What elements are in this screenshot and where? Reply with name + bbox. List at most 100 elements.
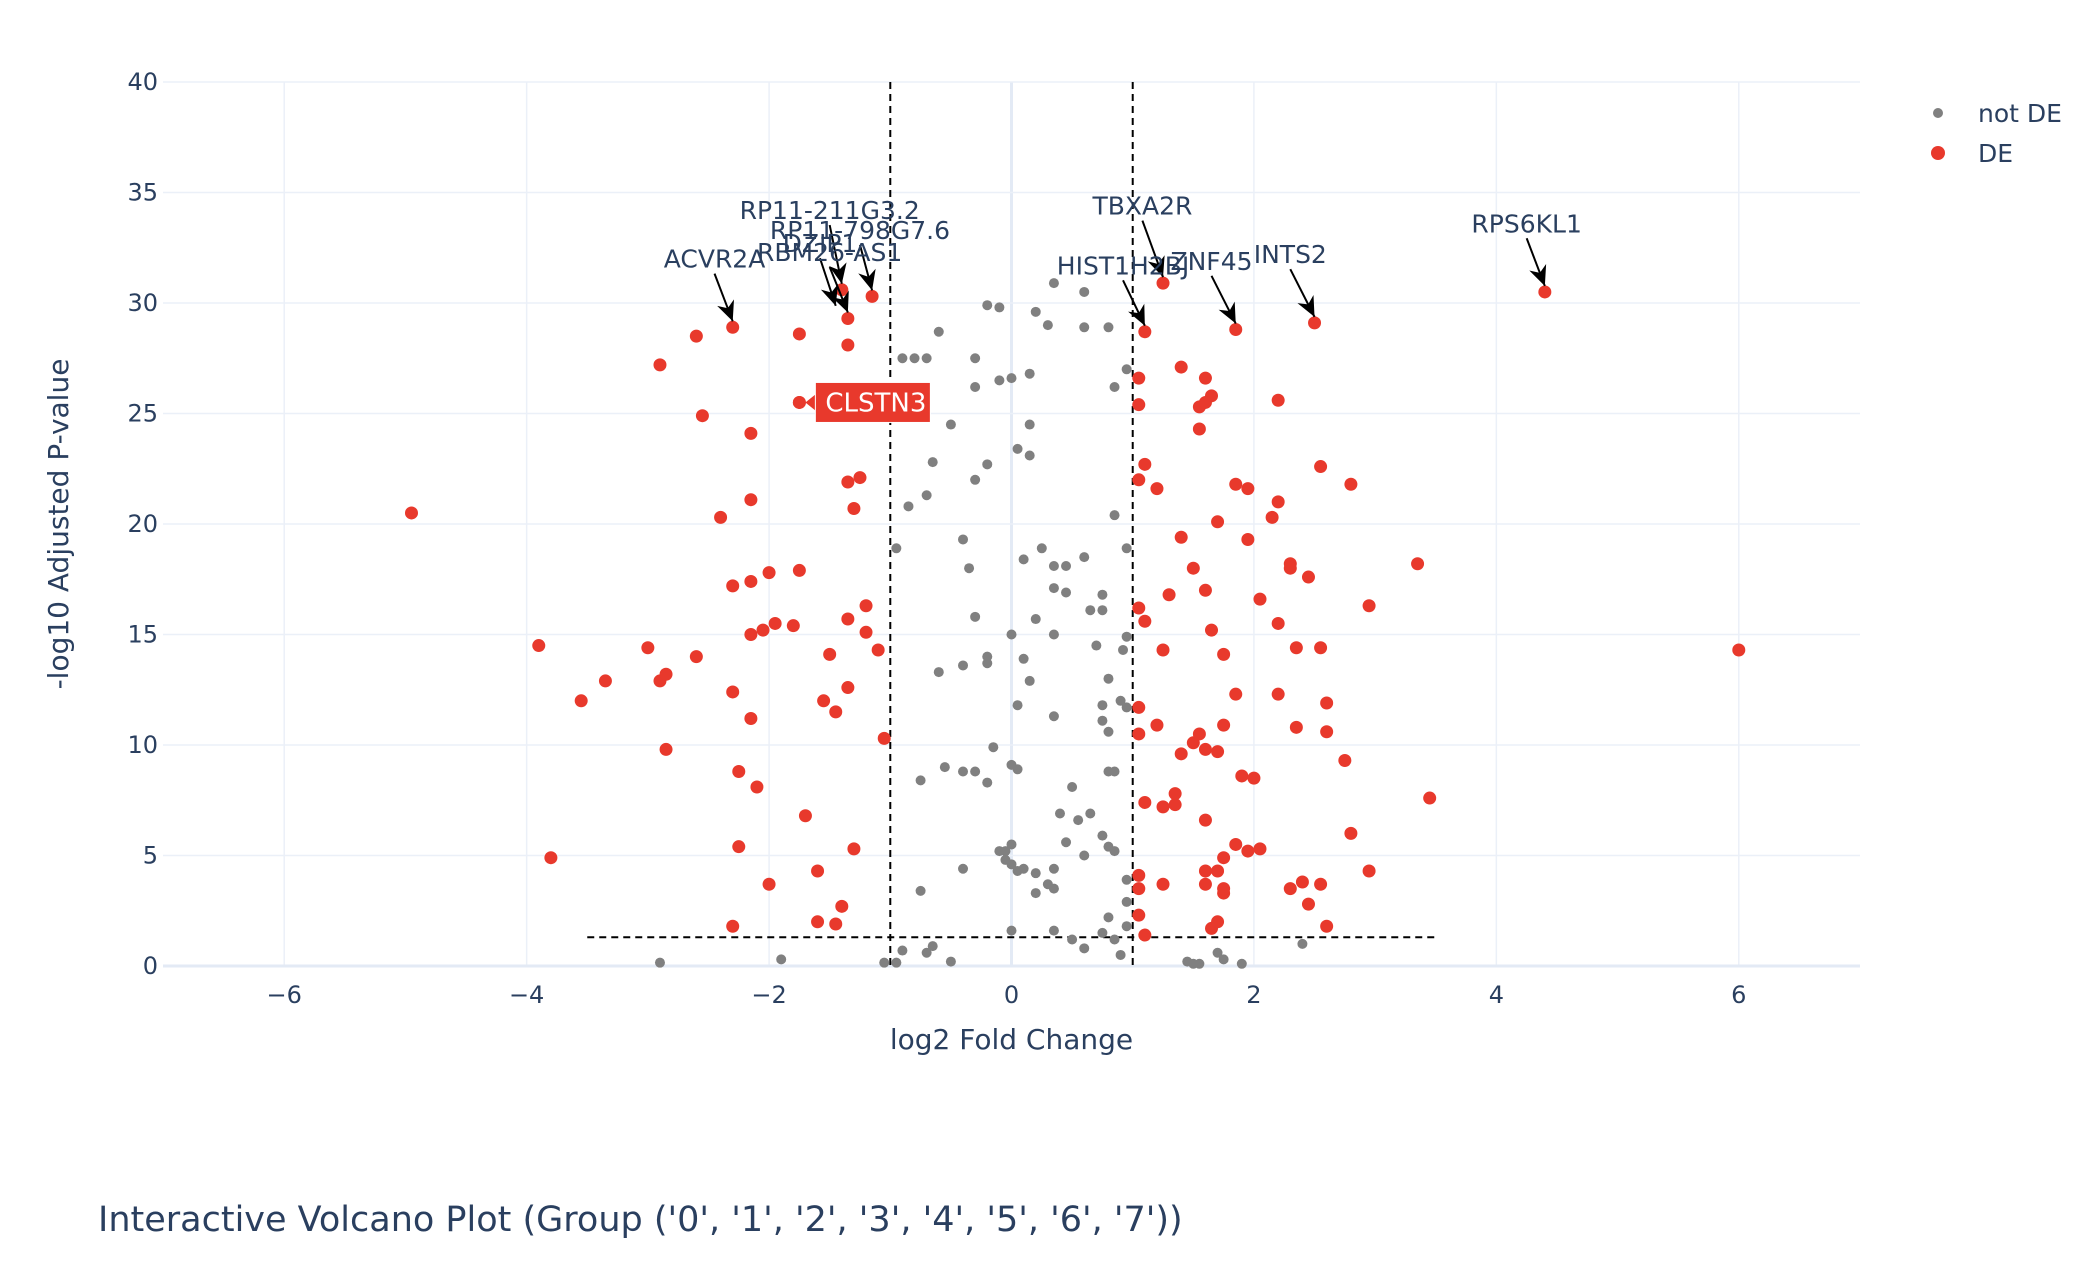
not-de-point bbox=[982, 459, 993, 470]
de-point bbox=[1132, 371, 1146, 385]
legend-marker bbox=[1933, 108, 1943, 118]
de-point bbox=[1156, 276, 1170, 290]
not-de-point bbox=[1048, 629, 1059, 640]
y-axis-title: -log10 Adjusted P-value bbox=[42, 359, 75, 690]
de-point bbox=[841, 475, 855, 489]
y-tick-label: 15 bbox=[127, 621, 158, 649]
hovered-point bbox=[792, 395, 806, 409]
de-point bbox=[841, 338, 855, 352]
not-de-point bbox=[939, 762, 950, 773]
annotation-arrowhead bbox=[858, 268, 876, 291]
not-de-point bbox=[958, 534, 969, 545]
de-point bbox=[1283, 561, 1297, 575]
de-point bbox=[1217, 882, 1231, 896]
not-de-point bbox=[994, 375, 1005, 386]
de-point bbox=[1211, 515, 1225, 529]
not-de-point bbox=[1115, 949, 1126, 960]
de-point bbox=[798, 809, 812, 823]
de-point bbox=[1362, 599, 1376, 613]
hover-text: CLSTN3 bbox=[825, 388, 926, 418]
de-point bbox=[762, 877, 776, 891]
de-point bbox=[829, 917, 843, 931]
annotation-label: HIST1H2BJ bbox=[1057, 251, 1189, 280]
de-point bbox=[1289, 641, 1303, 655]
not-de-point bbox=[654, 957, 665, 968]
de-point bbox=[744, 711, 758, 725]
not-de-point bbox=[1109, 846, 1120, 857]
not-de-point bbox=[982, 777, 993, 788]
de-point bbox=[695, 409, 709, 423]
not-de-point bbox=[988, 742, 999, 753]
de-point bbox=[1314, 460, 1328, 474]
not-de-point bbox=[1018, 554, 1029, 565]
not-de-point bbox=[1006, 839, 1017, 850]
gene-annotations: ACVR2A RP11-211G3.2RP11-798G7.6DZIP1RBM26… bbox=[664, 192, 1582, 327]
de-point bbox=[1538, 285, 1552, 299]
not-de-point bbox=[915, 775, 926, 786]
not-de-point bbox=[1103, 673, 1114, 684]
de-point bbox=[1411, 557, 1425, 571]
x-tick-label: −6 bbox=[267, 981, 302, 1009]
not-de-point bbox=[1079, 322, 1090, 333]
threshold-lines bbox=[587, 82, 1436, 966]
y-tick-label: 10 bbox=[127, 731, 158, 759]
not-de-point bbox=[1297, 938, 1308, 949]
de-point bbox=[877, 731, 891, 745]
de-point bbox=[1265, 510, 1279, 524]
annotation-label: ACVR2A bbox=[664, 245, 766, 274]
not-de-point bbox=[1030, 888, 1041, 899]
annotation-arrowhead bbox=[1128, 303, 1145, 326]
not-de-point bbox=[1109, 934, 1120, 945]
de-point bbox=[532, 639, 546, 653]
de-point bbox=[1205, 623, 1219, 637]
not-de-point bbox=[1121, 896, 1132, 907]
de-point bbox=[823, 647, 837, 661]
not-de-point bbox=[1000, 846, 1011, 857]
not-de-point bbox=[945, 419, 956, 430]
de-point bbox=[1132, 882, 1146, 896]
de-point bbox=[1314, 877, 1328, 891]
de-point bbox=[1138, 928, 1152, 942]
not-de-point bbox=[970, 474, 981, 485]
not-de-point bbox=[1006, 925, 1017, 936]
de-point bbox=[744, 493, 758, 507]
de-point bbox=[847, 502, 861, 516]
de-point bbox=[847, 842, 861, 856]
annotation-arrowhead bbox=[1218, 301, 1236, 324]
not-de-point bbox=[1103, 912, 1114, 923]
de-point bbox=[1198, 864, 1212, 878]
x-tick-label: 4 bbox=[1489, 981, 1504, 1009]
de-point bbox=[1295, 875, 1309, 889]
de-point bbox=[1229, 837, 1243, 851]
not-de-point bbox=[1012, 700, 1023, 711]
de-point bbox=[1156, 643, 1170, 657]
de-point bbox=[1198, 583, 1212, 597]
legend-item-label[interactable]: not DE bbox=[1978, 99, 2062, 128]
not-de-point bbox=[915, 885, 926, 896]
not-de-point bbox=[958, 660, 969, 671]
annotation-arrowhead bbox=[1297, 294, 1315, 317]
not-de-point bbox=[1006, 629, 1017, 640]
de-point bbox=[1320, 696, 1334, 710]
de-point bbox=[1132, 700, 1146, 714]
grid-lines bbox=[163, 81, 1860, 968]
annotation-label: RP11-211G3.2 bbox=[740, 196, 920, 225]
annotation-label: DZIP1 bbox=[783, 229, 858, 258]
legend-item-label[interactable]: DE bbox=[1978, 139, 2013, 168]
de-point bbox=[1211, 745, 1225, 759]
de-point bbox=[404, 506, 418, 520]
y-tick-label: 20 bbox=[127, 510, 158, 538]
not-de-point bbox=[1103, 726, 1114, 737]
not-de-point bbox=[1091, 640, 1102, 651]
hover-tooltip: CLSTN3 bbox=[792, 381, 931, 423]
legend[interactable]: not DE DE bbox=[1931, 99, 2062, 168]
not-de-point bbox=[970, 611, 981, 622]
annotation-label: RP11-798G7.6 bbox=[770, 216, 950, 245]
not-de-point bbox=[1121, 921, 1132, 932]
de-point bbox=[1138, 795, 1152, 809]
not-de-point bbox=[891, 957, 902, 968]
not-de-point bbox=[1236, 958, 1247, 969]
not-de-point bbox=[921, 490, 932, 501]
